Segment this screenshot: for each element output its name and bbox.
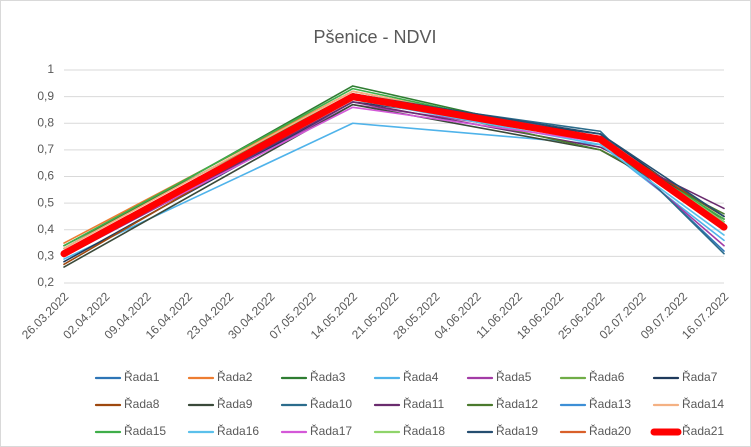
legend-label: Řada7 xyxy=(682,369,718,384)
legend-label: Řada3 xyxy=(310,369,346,384)
legend-label: Řada14 xyxy=(682,396,724,411)
legend-label: Řada13 xyxy=(589,396,631,411)
legend-label: Řada20 xyxy=(589,423,631,438)
y-tick-label: 0,3 xyxy=(37,249,54,263)
legend-label: Řada8 xyxy=(124,396,160,411)
y-tick-label: 0,5 xyxy=(37,195,54,209)
legend-label: Řada21 xyxy=(682,423,724,438)
y-tick-label: 0,6 xyxy=(37,169,54,183)
legend-label: Řada9 xyxy=(217,396,253,411)
legend-label: Řada6 xyxy=(589,369,625,384)
legend-label: Řada10 xyxy=(310,396,352,411)
legend-label: Řada18 xyxy=(403,423,445,438)
legend-label: Řada17 xyxy=(310,423,352,438)
legend-label: Řada11 xyxy=(403,396,444,411)
legend-label: Řada2 xyxy=(217,369,253,384)
y-tick-label: 0,7 xyxy=(37,142,54,156)
legend-label: Řada4 xyxy=(403,369,439,384)
legend-label: Řada16 xyxy=(217,423,259,438)
legend-label: Řada15 xyxy=(124,423,166,438)
y-tick-label: 0,2 xyxy=(37,275,54,289)
chart-title: Pšenice - NDVI xyxy=(313,27,436,47)
legend-label: Řada19 xyxy=(496,423,538,438)
series-line xyxy=(60,93,728,258)
y-tick-label: 1 xyxy=(47,62,54,76)
y-tick-label: 0,9 xyxy=(37,89,54,103)
legend-label: Řada12 xyxy=(496,396,538,411)
y-tick-label: 0,8 xyxy=(37,115,54,129)
legend-label: Řada1 xyxy=(124,369,160,384)
legend-label: Řada5 xyxy=(496,369,532,384)
y-tick-label: 0,4 xyxy=(37,222,54,236)
